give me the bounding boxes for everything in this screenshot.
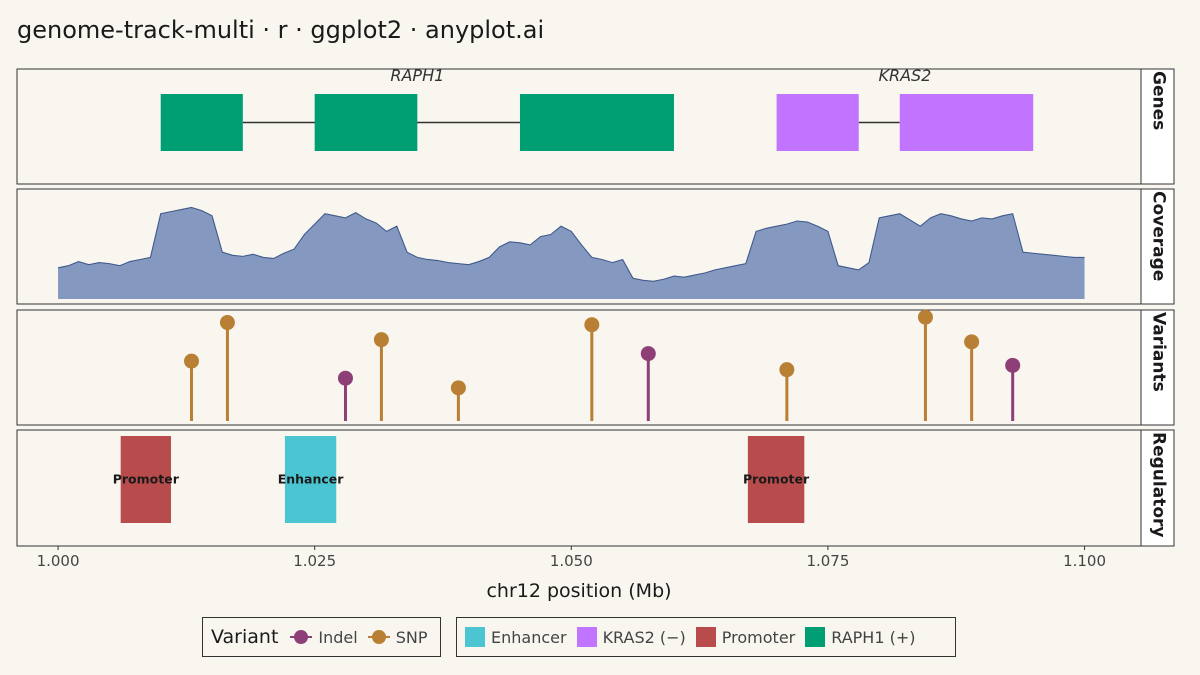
variant-point-6 [584,317,600,333]
chart-title: genome-track-multi · r · ggplot2 · anypl… [17,16,545,44]
variant-point-10 [964,334,980,350]
regulatory-label-promoter-3: Promoter [743,472,810,487]
regulatory-label-promoter-1: Promoter [113,472,180,487]
variant-point-7 [640,346,656,362]
variant-point-2 [219,315,235,331]
legend-label-kras2: KRAS2 (−) [602,627,686,647]
strip-regulatory [1140,429,1175,547]
regulatory-region-promoter-1 [120,436,171,523]
promoter-swatch [695,627,716,647]
panel-frame-regulatory [16,429,1142,547]
enhancer-swatch [465,627,485,647]
x-tick-label-3: 1.050 [550,552,593,570]
x-tick-label-2: 1.025 [293,552,336,570]
legend-item-enhancer: Enhancer [465,627,567,647]
strip-label-coverage: Coverage [1149,191,1169,281]
x-axis-label: chr12 position (Mb) [486,580,671,602]
regulatory-region-promoter-3 [747,436,805,523]
legend-label-snp: SNP [395,627,428,647]
legend-label-enhancer: Enhancer [491,627,567,647]
strip-coverage [1140,188,1175,305]
gene-exon-kras2-2 [899,94,1034,151]
strip-genes [1140,68,1175,185]
legend-label-raph1: RAPH1 (+) [831,627,916,647]
variant-point-9 [917,309,933,325]
strip-label-variants: Variants [1149,312,1169,392]
variant-point-3 [337,370,353,386]
variant-legend-title: Variant [211,626,279,648]
x-tick-label-1: 1.000 [37,552,80,570]
regulatory-region-enhancer-2 [284,436,337,523]
x-tick-label-4: 1.075 [806,552,849,570]
indel-lollipop-icon [290,627,313,647]
coverage-line [57,206,1085,282]
strip-label-regulatory: Regulatory [1149,432,1169,537]
raph1-swatch [805,627,826,647]
variant-point-4 [373,332,389,348]
variant-point-11 [1005,357,1021,373]
variant-point-1 [184,353,200,369]
variant-legend: Variant Indel SNP [202,617,441,657]
legend-item-promoter: Promoter [695,627,796,647]
legend-label-promoter: Promoter [721,627,796,647]
coverage-area [58,207,1085,299]
x-tick-label-5: 1.100 [1063,552,1106,570]
snp-lollipop-icon [367,627,390,647]
gene-exon-raph1-1 [160,94,243,151]
gene-label-raph1: RAPH1 [390,66,444,85]
legend-item-snp: SNP [367,627,428,647]
legend-label-indel: Indel [318,627,358,647]
legend-item-raph1: RAPH1 (+) [805,627,915,647]
gene-label-kras2: KRAS2 [878,66,931,85]
legend-item-kras2: KRAS2 (−) [576,627,686,647]
feature-legend: Enhancer KRAS2 (−) Promoter RAPH1 (+) [456,617,956,657]
kras2-swatch [576,627,597,647]
strip-variants [1140,309,1175,426]
gene-exon-raph1-3 [519,94,674,151]
legend-item-indel: Indel [290,627,358,647]
variant-point-8 [779,362,795,378]
regulatory-label-enhancer-2: Enhancer [278,472,345,487]
gene-exon-raph1-2 [314,94,418,151]
variant-point-5 [450,380,466,396]
strip-label-genes: Genes [1149,71,1169,130]
gene-exon-kras2-1 [776,94,859,151]
